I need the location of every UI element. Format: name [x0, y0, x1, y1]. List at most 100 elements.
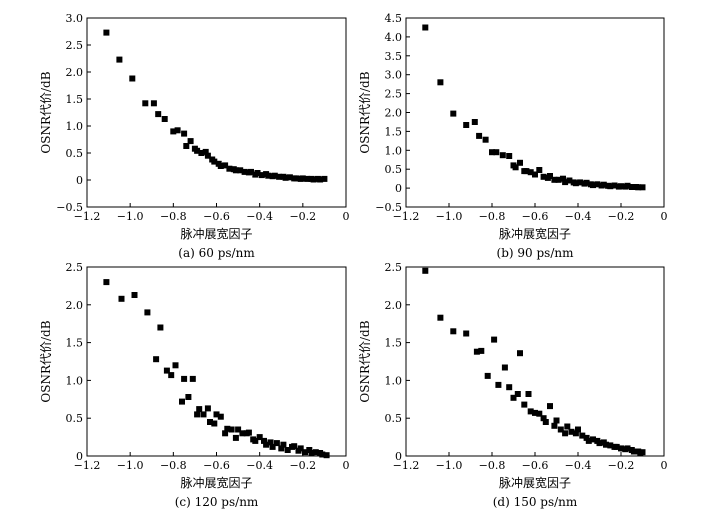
- data-point: [269, 443, 276, 450]
- data-point: [568, 428, 575, 435]
- data-point: [248, 168, 254, 175]
- y-tick-label: −0.5: [56, 201, 83, 214]
- data-point: [532, 171, 538, 178]
- x-tick-label: −1.0: [436, 459, 463, 472]
- data-point: [204, 405, 211, 412]
- y-tick-label: 1.5: [66, 93, 84, 106]
- x-tick-label: −0.8: [160, 459, 187, 472]
- data-point: [116, 56, 123, 63]
- x-tick-label: −0.6: [203, 210, 230, 223]
- data-point: [473, 348, 480, 355]
- data-point: [142, 100, 149, 107]
- x-axis-label: 脉冲展宽因子: [499, 226, 571, 241]
- data-point: [172, 362, 179, 369]
- data-point: [566, 177, 573, 184]
- data-point: [237, 167, 244, 174]
- y-axis-label: OSNR代价/dB: [358, 320, 372, 402]
- data-point: [222, 430, 229, 437]
- data-point: [267, 439, 274, 446]
- data-point: [226, 165, 233, 172]
- data-point: [202, 148, 209, 155]
- x-tick-label: −1.2: [74, 459, 101, 472]
- data-point: [499, 152, 506, 159]
- panel-caption: (d) 150 ps/nm: [493, 495, 578, 509]
- data-point: [276, 173, 283, 180]
- y-tick-label: 0: [395, 450, 402, 463]
- data-point: [517, 350, 523, 357]
- data-point: [211, 158, 218, 165]
- data-point: [103, 29, 110, 36]
- x-tick-label: −1.2: [393, 210, 420, 223]
- y-tick-label: 0.5: [66, 412, 84, 425]
- y-tick-label: 1.5: [385, 337, 403, 350]
- y-tick-label: 2.0: [66, 299, 84, 312]
- data-point: [204, 152, 211, 159]
- data-point: [512, 164, 519, 171]
- data-point: [278, 445, 285, 452]
- data-point: [525, 391, 532, 397]
- y-tick-label: 0: [395, 182, 402, 195]
- data-point: [211, 420, 218, 427]
- data-point: [297, 445, 304, 452]
- x-tick-label: −0.6: [522, 459, 549, 472]
- data-point: [235, 426, 242, 433]
- x-tick-label: −1.2: [393, 459, 420, 472]
- data-point: [258, 172, 265, 179]
- x-tick-label: −0.2: [608, 459, 635, 472]
- data-point: [624, 445, 631, 452]
- x-tick-label: −1.0: [117, 459, 144, 472]
- data-point: [635, 184, 642, 191]
- data-point: [603, 441, 609, 448]
- data-point: [437, 314, 444, 321]
- data-point: [540, 415, 547, 422]
- data-point: [217, 413, 224, 420]
- data-point: [476, 132, 483, 139]
- data-point: [239, 430, 246, 437]
- data-point: [572, 180, 579, 187]
- x-axis-label: 脉冲展宽因子: [180, 226, 252, 241]
- x-tick-label: −1.2: [74, 210, 101, 223]
- y-tick-label: −0.5: [375, 201, 402, 214]
- data-point: [572, 430, 579, 437]
- y-tick-label: 0.5: [385, 412, 403, 425]
- data-point: [282, 174, 289, 181]
- y-tick-label: 1.0: [66, 120, 84, 133]
- data-point: [245, 429, 252, 436]
- x-tick-label: 0: [661, 210, 668, 223]
- data-point: [585, 437, 592, 444]
- data-point: [501, 364, 508, 371]
- data-point: [265, 172, 272, 179]
- data-point: [213, 411, 220, 418]
- data-point: [450, 110, 457, 117]
- data-point: [194, 411, 201, 418]
- data-point: [312, 449, 319, 456]
- data-point: [564, 423, 571, 430]
- x-tick-label: −0.4: [565, 210, 592, 223]
- data-point: [299, 175, 306, 182]
- data-point: [510, 394, 517, 401]
- y-axis-label: OSNR代价/dB: [39, 320, 53, 402]
- y-tick-label: 2.5: [66, 261, 84, 274]
- data-point: [207, 419, 213, 425]
- x-tick-label: −0.6: [522, 210, 549, 223]
- data-point: [286, 174, 293, 181]
- data-point: [321, 175, 328, 182]
- data-point: [179, 398, 185, 405]
- data-point: [232, 167, 239, 174]
- data-point: [273, 440, 280, 447]
- data-point: [304, 175, 311, 182]
- data-point: [194, 147, 201, 154]
- x-tick-label: 0: [661, 459, 668, 472]
- data-point: [536, 410, 543, 417]
- data-point: [624, 182, 631, 189]
- data-point: [613, 443, 620, 450]
- y-tick-label: 3.0: [66, 12, 84, 25]
- data-point: [521, 401, 528, 408]
- data-point: [557, 426, 564, 433]
- x-tick-label: 0: [343, 459, 350, 472]
- plot-frame: [405, 17, 665, 208]
- data-point: [514, 391, 521, 397]
- data-point: [542, 419, 549, 425]
- data-point: [560, 175, 566, 182]
- data-point: [471, 119, 478, 125]
